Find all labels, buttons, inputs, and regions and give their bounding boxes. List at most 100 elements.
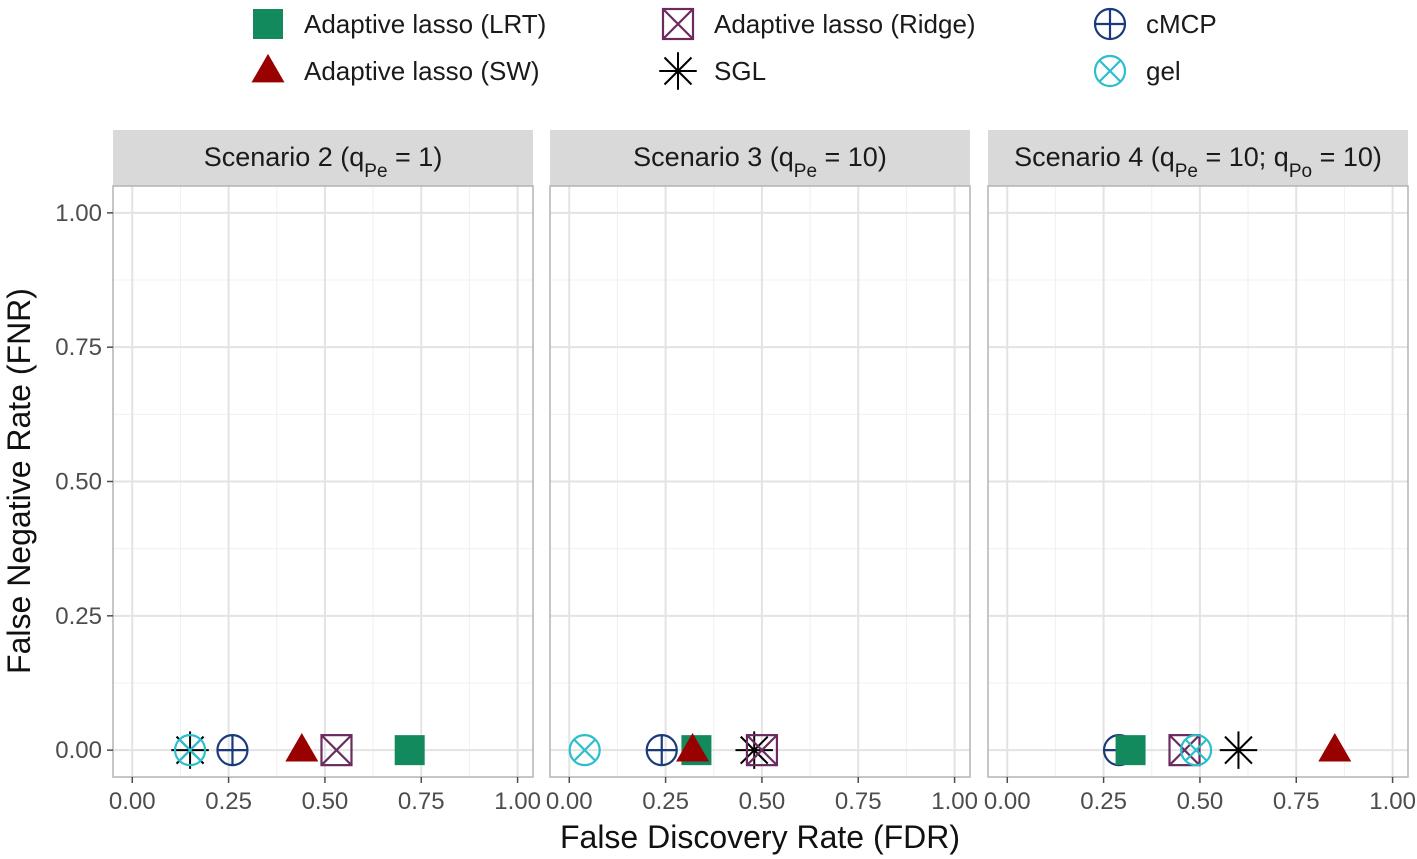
- x-tick-label: 0.50: [1177, 788, 1224, 815]
- facet-strip-label: Scenario 2 (qPe = 1): [204, 142, 443, 182]
- strip-label-part: Scenario 2 (q: [204, 142, 365, 172]
- data-point: [1179, 734, 1213, 767]
- data-point: [1318, 733, 1352, 762]
- legend-item: gel: [1093, 54, 1181, 88]
- data-point: [1115, 735, 1146, 766]
- marker-circle: [568, 734, 601, 767]
- facet-strip-label: Scenario 4 (qPe = 10; qPo = 10): [1014, 142, 1382, 182]
- marker-triangle-shape: [676, 733, 710, 762]
- marker-square-outline: [320, 734, 353, 767]
- legend-item: Adaptive lasso (Ridge): [661, 7, 976, 41]
- legend-label: gel: [1146, 56, 1181, 86]
- x-tick-label: 1.00: [494, 788, 541, 815]
- data-point: [645, 734, 678, 767]
- marker-circle: [1179, 734, 1213, 767]
- x-tick-label: 0.25: [205, 788, 252, 815]
- x-tick-label: 0.25: [1080, 788, 1127, 815]
- marker-circle: [173, 734, 207, 767]
- marker-square-shape: [253, 9, 283, 39]
- legend-label: Adaptive lasso (SW): [304, 56, 540, 86]
- x-tick-label: 0.00: [546, 788, 593, 815]
- marker-x-b: [573, 738, 597, 762]
- marker-triangle-shape: [251, 53, 285, 83]
- strip-label-subscript: Po: [1289, 161, 1312, 182]
- legend-item: cMCP: [1093, 7, 1217, 41]
- marker-stroke-d2: [740, 735, 769, 765]
- strip-label-part: Scenario 4 (q: [1014, 142, 1175, 172]
- x-axis-title: False Discovery Rate (FDR): [560, 819, 960, 855]
- facet-strip: [988, 130, 1408, 186]
- legend-key: [251, 53, 285, 83]
- legend-item: SGL: [659, 52, 766, 90]
- panel-border: [987, 185, 1409, 778]
- data-point: [173, 734, 207, 767]
- x-tick-label: 1.00: [1369, 788, 1416, 815]
- marker-x-b: [1098, 59, 1122, 83]
- legend-item: Adaptive lasso (SW): [251, 53, 540, 86]
- marker-diagonal-b: [746, 734, 778, 766]
- x-tick-label: 0.00: [984, 788, 1031, 815]
- strip-label-part: = 10): [1312, 142, 1382, 172]
- data-point: [285, 733, 319, 762]
- data-point: [745, 734, 779, 767]
- marker-square-outline: [745, 734, 779, 767]
- strip-label-subscript: Pe: [364, 161, 387, 182]
- legend-label: Adaptive lasso (LRT): [304, 9, 546, 39]
- legend: Adaptive lasso (LRT) Adaptive lasso (SW) A…: [251, 7, 1217, 90]
- marker-diagonal-b: [662, 8, 694, 40]
- x-tick-label: 0.50: [302, 788, 349, 815]
- x-tick-label: 0.75: [1273, 788, 1320, 815]
- facet-strip: [550, 130, 970, 186]
- facet-panel: Scenario 3 (qPe = 10) 0.00 0.25 0.50 0.75 1.0…: [546, 130, 978, 815]
- marker-x-b: [178, 738, 202, 762]
- legend-key: [253, 9, 283, 39]
- legend-key: [1093, 54, 1127, 88]
- marker-square-outline: [1168, 734, 1201, 767]
- y-tick-label: 1.00: [55, 200, 102, 227]
- data-point: [676, 733, 710, 762]
- strip-label-part: Scenario 3 (q: [633, 142, 794, 172]
- facet-strip: [113, 130, 533, 186]
- data-point: [320, 734, 353, 767]
- x-tick-label: 0.00: [109, 788, 156, 815]
- marker-x-b: [1184, 738, 1208, 762]
- strip-label-part: = 10): [817, 142, 887, 172]
- data-point: [1219, 731, 1258, 769]
- legend-key: [659, 52, 697, 90]
- facet-strip-label: Scenario 3 (qPe = 10): [633, 142, 887, 182]
- marker-diagonal-b: [320, 734, 353, 766]
- y-axis-title: False Negative Rate (FNR): [1, 288, 37, 674]
- marker-stroke-d2: [663, 56, 693, 86]
- strip-label-part: = 1): [388, 142, 443, 172]
- data-point: [394, 735, 425, 766]
- y-tick-label: 0.50: [55, 469, 102, 496]
- strip-label-subscript: Pe: [1175, 161, 1198, 182]
- legend-label: Adaptive lasso (Ridge): [714, 9, 976, 39]
- legend-key: [1093, 7, 1127, 41]
- data-point: [735, 731, 773, 769]
- y-tick-label: 0.00: [55, 737, 102, 764]
- x-tick-label: 0.25: [642, 788, 689, 815]
- facet-panels: Scenario 2 (qPe = 1)0.00 0.25 0.50 0.75 1.00…: [55, 130, 1416, 815]
- x-tick-label: 0.75: [835, 788, 882, 815]
- legend-label: cMCP: [1146, 9, 1217, 39]
- strip-label-subscript: Pe: [794, 161, 817, 182]
- y-tick-label: 0.75: [55, 334, 102, 361]
- legend-key: [661, 7, 695, 41]
- marker-square-shape: [394, 735, 425, 766]
- data-point: [568, 734, 601, 767]
- marker-triangle-shape: [1318, 733, 1352, 762]
- data-point: [216, 734, 249, 767]
- marker-circle: [1093, 54, 1127, 88]
- x-tick-label: 0.50: [739, 788, 786, 815]
- y-tick-label: 0.25: [55, 603, 102, 630]
- marker-diagonal-b: [1168, 734, 1201, 766]
- legend-item: Adaptive lasso (LRT): [253, 9, 546, 39]
- panel-border: [549, 185, 971, 778]
- marker-stroke-d2: [1224, 735, 1253, 765]
- marker-square-shape: [1115, 735, 1146, 766]
- facet-panel: Scenario 2 (qPe = 1) 0.00 0.25 0.50 0.75 1.00…: [55, 130, 541, 815]
- x-tick-label: 0.75: [398, 788, 445, 815]
- x-tick-label: 1.00: [931, 788, 978, 815]
